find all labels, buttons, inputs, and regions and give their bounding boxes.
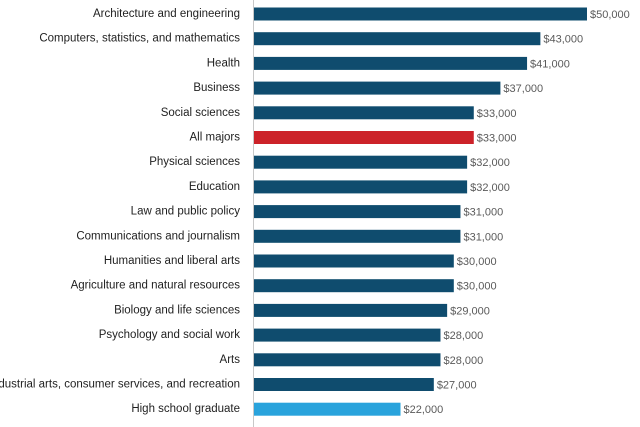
value-label: $30,000 [457, 281, 497, 293]
value-label: $33,000 [477, 133, 517, 145]
category-label: Arts [220, 354, 241, 366]
category-label: Education [189, 181, 240, 193]
value-label: $28,000 [443, 355, 483, 367]
bar [254, 155, 468, 169]
value-label: $32,000 [470, 182, 510, 194]
bar [254, 180, 468, 194]
value-label: $31,000 [463, 207, 503, 219]
value-label: $31,000 [463, 231, 503, 243]
bars-group: Architecture and engineering $50,000 Compu… [0, 7, 630, 416]
category-label: Agriculture and natural resources [71, 280, 241, 292]
bar [254, 106, 474, 120]
category-label: Industrial arts, consumer services, and … [0, 379, 240, 391]
category-label: Social sciences [161, 107, 241, 119]
category-label: Physical sciences [149, 156, 240, 168]
category-label: Business [193, 82, 240, 94]
bar [254, 56, 528, 70]
category-label: All majors [190, 132, 241, 144]
bar [254, 279, 454, 293]
category-label: Computers, statistics, and mathematics [39, 33, 240, 45]
bar [254, 7, 587, 21]
value-label: $37,000 [503, 83, 543, 95]
bar [254, 378, 434, 391]
bar [254, 32, 541, 46]
value-label: $41,000 [530, 58, 570, 70]
value-label: $22,000 [404, 404, 444, 416]
bar [254, 303, 448, 317]
bar [254, 131, 474, 144]
bar [254, 254, 454, 268]
bar [254, 328, 441, 342]
value-label: $27,000 [437, 380, 477, 392]
value-label: $33,000 [477, 108, 517, 120]
category-label: Architecture and engineering [93, 8, 240, 20]
category-label: Psychology and social work [99, 329, 241, 341]
bar [254, 205, 461, 219]
category-label: Law and public policy [131, 206, 241, 218]
category-label: High school graduate [131, 403, 240, 415]
value-label: $43,000 [543, 34, 583, 46]
value-label: $30,000 [457, 256, 497, 268]
value-label: $29,000 [450, 305, 490, 317]
value-label: $32,000 [470, 157, 510, 169]
category-label: Biology and life sciences [114, 304, 240, 316]
value-label: $28,000 [443, 330, 483, 342]
bar [254, 81, 501, 95]
category-label: Health [207, 57, 240, 69]
value-label: $50,000 [590, 9, 630, 21]
bar [254, 353, 441, 367]
bar [254, 402, 401, 416]
category-label: Communications and journalism [76, 230, 240, 242]
bar [254, 229, 461, 243]
category-label: Humanities and liberal arts [104, 255, 240, 267]
